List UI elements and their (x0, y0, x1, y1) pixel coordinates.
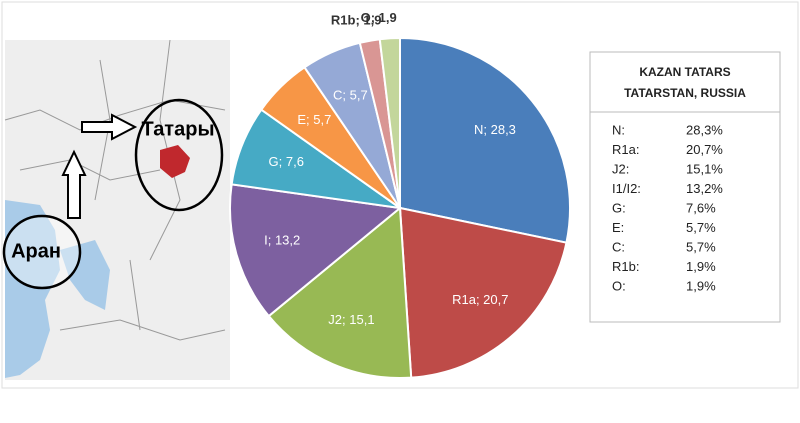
row-label: E: (612, 220, 624, 235)
data-label: E; 5,7 (297, 112, 331, 127)
row-value: 28,3% (686, 122, 723, 137)
table-title: KAZAN TATARS (639, 65, 730, 79)
pie-slice (229, 183, 403, 318)
data-label: I; 13,2 (264, 233, 300, 248)
pie-slice (378, 36, 401, 209)
row-value: 15,1% (686, 161, 723, 176)
data-label: R1b; 1,9 (331, 12, 382, 27)
data-label: R1a; 20,7 (452, 292, 508, 307)
row-label: J2: (612, 161, 629, 176)
row-label: O: (612, 278, 626, 293)
data-label: J2; 15,1 (328, 312, 374, 327)
row-label: C: (612, 239, 625, 254)
row-value: 1,9% (686, 259, 716, 274)
data-label: O; 1,9 (361, 10, 397, 25)
pie-slice (267, 205, 413, 379)
pie-slice (398, 206, 568, 379)
row-value: 5,7% (686, 220, 716, 235)
map-label: Татары (141, 118, 214, 140)
table-rows: N: 28,3% R1a: 20,7% J2: 15,1% I1/I2: 13,2% G: 7,6… (612, 122, 723, 293)
row-value: 1,9% (686, 278, 716, 293)
row-label: I1/I2: (612, 181, 641, 196)
row-label: N: (612, 122, 625, 137)
row-value: 20,7% (686, 142, 723, 157)
arrow-up (61, 149, 87, 219)
row-label: R1b: (612, 259, 639, 274)
data-label: G; 7,6 (269, 154, 304, 169)
table-box (589, 51, 781, 323)
legend-table: KAZAN TATARS TATARSTAN, RUSSIA N: 28,3% R1… (589, 51, 781, 323)
circle (134, 98, 224, 212)
tatarstan (160, 145, 190, 178)
table-title: TATARSTAN, RUSSIA (624, 86, 746, 100)
arrow-right (81, 113, 138, 141)
row-label: G: (612, 200, 626, 215)
row-value: 7,6% (686, 200, 716, 215)
row-value: 5,7% (686, 239, 716, 254)
frame (1, 1, 799, 389)
data-label: C; 5,7 (333, 88, 368, 103)
sea (60, 240, 110, 310)
circle (2, 214, 82, 290)
map-label: Аран (11, 240, 61, 262)
pie-slice (399, 36, 571, 244)
map: Татары Аран (2, 39, 230, 380)
data-label: N; 28,3 (474, 122, 516, 137)
row-label: R1a: (612, 142, 639, 157)
row-value: 13,2% (686, 181, 723, 196)
sea (5, 200, 60, 378)
pie: N; 28,3 R1a; 20,7 J2; 15,1 I; 13,2 G; 7,6 E; … (229, 10, 571, 379)
